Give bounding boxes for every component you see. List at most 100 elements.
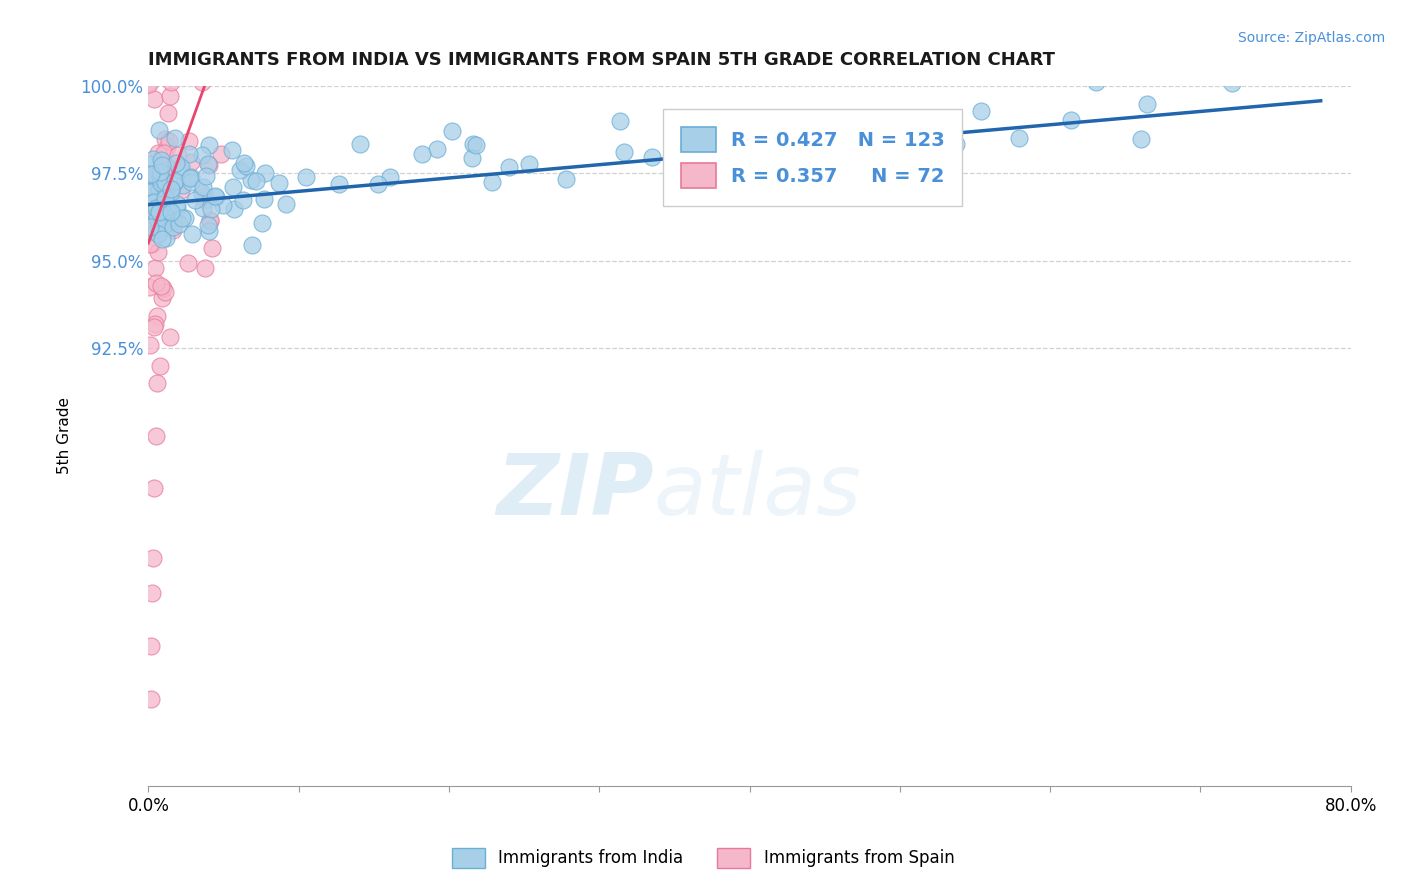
Point [145, 429, 167, 443]
Point [159, 213, 181, 227]
Point [205, 189, 228, 203]
Point [224, 202, 246, 216]
Point [153, 195, 176, 210]
Point [252, 192, 274, 206]
Point [157, 134, 180, 148]
Point [165, 174, 187, 188]
Point [155, 202, 177, 216]
Point [198, 212, 221, 227]
Point [153, 207, 176, 221]
Point [138, 77, 160, 91]
Point [143, 320, 166, 334]
Point [153, 285, 176, 299]
Point [139, 178, 162, 193]
Point [152, 164, 174, 178]
Point [139, 185, 162, 199]
Point [159, 330, 181, 344]
Point [146, 211, 169, 226]
Point [200, 202, 222, 216]
Point [613, 145, 636, 159]
Point [150, 188, 173, 202]
Point [204, 189, 226, 203]
Point [240, 238, 263, 252]
Point [149, 165, 172, 179]
Point [159, 205, 181, 219]
Point [276, 196, 298, 211]
Legend: R = 0.427   N = 123, R = 0.357     N = 72: R = 0.427 N = 123, R = 0.357 N = 72 [664, 109, 962, 206]
Point [155, 231, 177, 245]
Point [197, 138, 219, 153]
Point [169, 163, 191, 178]
Point [139, 220, 162, 235]
Point [141, 174, 163, 188]
Point [139, 338, 162, 352]
Point [153, 178, 176, 192]
Point [519, 157, 541, 171]
Point [150, 232, 173, 246]
Point [191, 148, 214, 162]
Point [211, 198, 233, 212]
Point [141, 236, 163, 251]
Point [150, 291, 173, 305]
Point [145, 171, 167, 186]
Point [153, 167, 176, 181]
Point [142, 202, 165, 217]
Point [165, 156, 187, 170]
Point [156, 140, 179, 154]
Point [201, 241, 224, 255]
Point [148, 146, 170, 161]
Point [172, 178, 194, 193]
Point [146, 188, 169, 202]
Point [162, 222, 184, 236]
Point [149, 169, 172, 184]
Point [183, 193, 205, 207]
Point [156, 198, 179, 212]
Point [145, 201, 167, 215]
Point [232, 156, 254, 170]
Point [328, 177, 350, 191]
Point [172, 211, 194, 225]
Point [146, 376, 169, 391]
Point [860, 135, 883, 149]
Point [970, 104, 993, 119]
Point [153, 191, 176, 205]
Point [160, 185, 183, 199]
Point [149, 194, 172, 208]
Point [149, 176, 172, 190]
Point [920, 129, 942, 144]
Point [143, 318, 166, 332]
Text: ZIP: ZIP [496, 450, 654, 533]
Point [239, 173, 262, 187]
Point [150, 220, 173, 235]
Point [139, 691, 162, 706]
Point [198, 158, 221, 172]
Point [145, 276, 167, 290]
Point [367, 177, 389, 191]
Point [1136, 96, 1159, 111]
Point [180, 154, 202, 169]
Point [142, 551, 165, 566]
Point [148, 205, 170, 219]
Point [148, 123, 170, 137]
Point [170, 160, 193, 174]
Point [167, 148, 190, 162]
Point [174, 211, 197, 226]
Point [440, 124, 463, 138]
Point [1084, 75, 1107, 89]
Point [152, 197, 174, 211]
Point [149, 359, 172, 373]
Point [461, 151, 484, 165]
Point [481, 175, 503, 189]
Point [143, 482, 166, 496]
Point [463, 136, 485, 151]
Point [177, 256, 200, 270]
Point [153, 146, 176, 161]
Point [143, 176, 166, 190]
Point [139, 167, 162, 181]
Point [165, 213, 187, 227]
Point [380, 169, 402, 184]
Point [198, 214, 221, 228]
Point [139, 194, 162, 209]
Point [139, 236, 162, 251]
Point [167, 218, 190, 232]
